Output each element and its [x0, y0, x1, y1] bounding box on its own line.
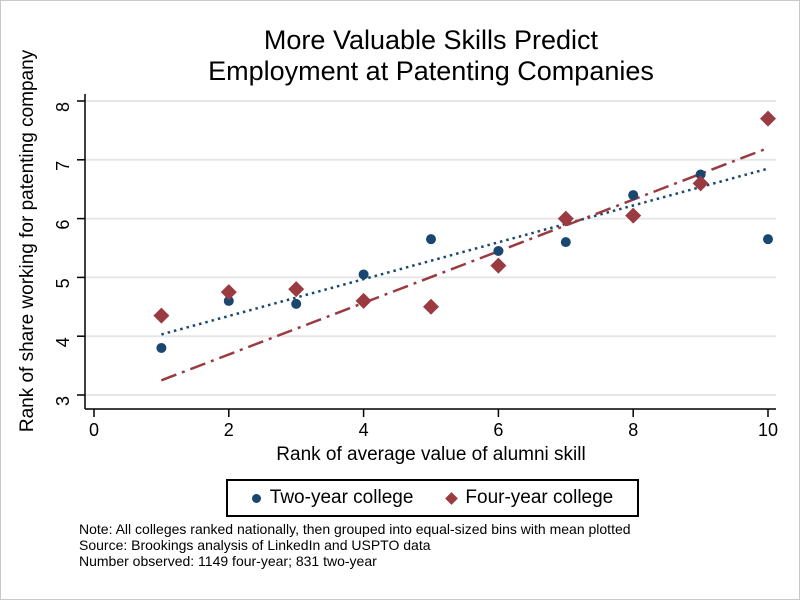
legend-entry-four-year: Four-year college — [445, 487, 614, 509]
data-point-four-year — [423, 298, 439, 315]
fit-line-two-year — [161, 167, 769, 336]
y-tick-label-3: 3 — [53, 396, 73, 406]
x-tick-label-10: 10 — [758, 420, 778, 440]
data-point-two-year — [695, 169, 706, 180]
data-point-two-year — [493, 245, 504, 256]
observed-line: Number observed: 1149 four-year; 831 two… — [79, 553, 377, 569]
plot-area: 3 4 5 6 7 8 0 2 4 6 8 10 Rank of share working for p… — [17, 49, 778, 465]
y-tick-label-6: 6 — [53, 220, 73, 230]
data-point-two-year — [560, 237, 571, 248]
data-point-two-year — [291, 298, 302, 309]
data-point-two-year — [358, 269, 369, 280]
legend: Two-year college Four-year college — [226, 479, 639, 517]
two-year-circle-icon — [251, 493, 261, 503]
x-tick-label-4: 4 — [359, 420, 369, 440]
x-tick-label-2: 2 — [224, 420, 234, 440]
chart-title-line2: Employment at Patenting Companies — [208, 56, 654, 86]
chart-title-line1: More Valuable Skills Predict — [263, 25, 599, 55]
legend-entry-two-year: Two-year college — [251, 487, 414, 509]
x-axis-title: Rank of average value of alumni skill — [276, 444, 585, 465]
legend-label-four-year: Four-year college — [465, 487, 614, 508]
y-tick-label-4: 4 — [53, 337, 73, 347]
x-tick-label-0: 0 — [89, 420, 99, 440]
x-tick-label-8: 8 — [628, 420, 638, 440]
fit-line-four-year — [160, 146, 769, 382]
data-point-four-year — [220, 284, 237, 301]
x-tick-label-6: 6 — [493, 420, 503, 440]
chart-title: More Valuable Skills Predict Employment … — [85, 25, 777, 87]
four-year-diamond-icon — [445, 491, 459, 505]
data-point-four-year — [288, 281, 305, 298]
legend-label-two-year: Two-year college — [269, 487, 414, 508]
data-point-two-year — [763, 234, 773, 245]
data-point-four-year — [355, 292, 372, 309]
data-point-two-year — [426, 234, 436, 245]
data-point-four-year — [625, 207, 642, 224]
data-point-two-year — [223, 295, 234, 306]
data-point-four-year — [692, 175, 709, 192]
note-line: Note: All colleges ranked nationally, th… — [79, 521, 631, 537]
y-tick-label-8: 8 — [53, 102, 73, 112]
y-tick-label-5: 5 — [53, 278, 73, 288]
data-point-four-year — [153, 307, 170, 324]
data-point-four-year — [557, 210, 574, 227]
source-line: Source: Brookings analysis of LinkedIn a… — [79, 537, 431, 553]
y-axis-title: Rank of share working for patenting comp… — [17, 49, 38, 432]
data-point-two-year — [156, 342, 167, 353]
y-tick-label-7: 7 — [53, 161, 73, 171]
footnotes: Note: All colleges ranked nationally, th… — [79, 521, 779, 569]
data-point-four-year — [760, 110, 776, 127]
data-point-four-year — [490, 257, 507, 274]
data-point-two-year — [628, 190, 639, 201]
